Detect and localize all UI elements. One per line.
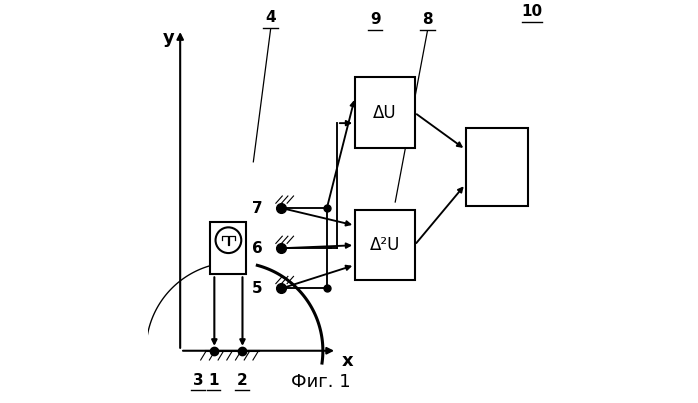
Circle shape: [216, 227, 242, 253]
Text: 2: 2: [237, 373, 247, 388]
Bar: [355, 210, 415, 280]
Bar: [466, 128, 528, 206]
Text: 3: 3: [193, 373, 204, 388]
Text: 8: 8: [422, 12, 433, 27]
Bar: [210, 222, 246, 274]
Text: ΔU: ΔU: [373, 104, 396, 122]
Text: y: y: [163, 29, 174, 47]
Text: 4: 4: [265, 10, 276, 25]
Text: 6: 6: [252, 241, 262, 256]
Text: Фиг. 1: Фиг. 1: [291, 373, 350, 391]
Text: 7: 7: [252, 201, 262, 216]
Text: x: x: [342, 352, 354, 370]
Text: 9: 9: [370, 12, 380, 27]
Bar: [355, 77, 415, 148]
Text: 1: 1: [208, 373, 218, 388]
Text: 5: 5: [252, 281, 262, 296]
Text: 10: 10: [521, 4, 542, 19]
Text: Δ²U: Δ²U: [369, 236, 400, 254]
